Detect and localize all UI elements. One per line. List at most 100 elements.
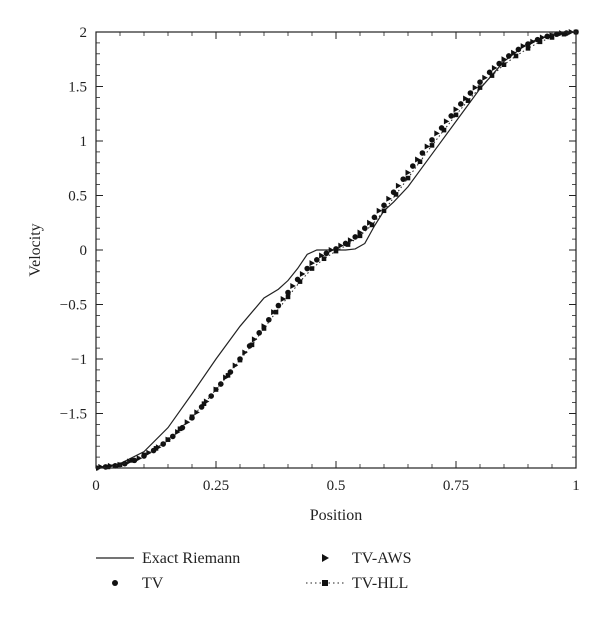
point-tv [323, 250, 330, 257]
point-tv-hll [561, 31, 567, 37]
point-tv-hll [465, 98, 471, 103]
point-tv-hll [189, 414, 195, 420]
point-tv-hll [237, 357, 243, 363]
x-tick-label: 0.25 [203, 478, 229, 494]
x-tick-label: 1 [572, 478, 580, 494]
axes: 0 0.25 0.5 0.75 1 2 1.5 1 0.5 0 −0.5 −1 −1.5 [60, 25, 580, 494]
point-tv-aws [472, 84, 479, 91]
point-tv [496, 60, 503, 67]
legend-label-exact-riemann: Exact Riemann [142, 550, 240, 567]
point-tv-hll [381, 208, 387, 214]
point-tv-aws [539, 34, 546, 41]
point-tv [266, 316, 272, 323]
point-tv-aws [347, 237, 354, 244]
point-tv-aws [338, 242, 344, 249]
point-tv-aws [175, 429, 181, 436]
x-tick-label: 0.75 [443, 478, 469, 494]
point-tv-aws [184, 419, 191, 426]
point-tv [448, 113, 455, 119]
point-tv-hll [513, 53, 519, 59]
y-tick-label: 0.5 [68, 189, 87, 205]
legend-swatch-tv-aws [322, 554, 329, 562]
point-tv-hll [357, 233, 363, 239]
point-tv [275, 302, 282, 309]
point-tv-aws [395, 182, 402, 189]
point-tv [285, 289, 291, 296]
legend-label-tv-hll: TV-HLL [352, 575, 408, 592]
point-tv [170, 433, 176, 440]
point-tv-aws [453, 106, 459, 113]
point-tv-aws [290, 282, 296, 289]
point-tv-aws [136, 455, 143, 462]
point-tv-hll [129, 458, 135, 463]
y-tick-label: 1.5 [68, 80, 87, 96]
point-tv-hll [393, 192, 399, 197]
point-tv [458, 101, 464, 107]
legend-swatch-tv [112, 580, 118, 586]
point-tv-hll [525, 46, 531, 51]
point-tv-hll [153, 446, 159, 451]
point-tv [371, 214, 378, 221]
point-tv-aws [251, 336, 258, 343]
point-tv [544, 33, 550, 40]
point-tv-hll [417, 159, 423, 165]
legend-label-tv-aws: TV-AWS [352, 550, 411, 567]
y-tick-label: 0 [80, 243, 88, 259]
point-tv [419, 150, 426, 156]
point-tv [160, 441, 166, 447]
y-tick-label: −1.5 [60, 407, 87, 423]
point-tv [314, 257, 320, 263]
point-tv [362, 225, 368, 231]
point-tv [554, 31, 560, 37]
point-tv-hll [405, 175, 411, 181]
point-tv [467, 90, 474, 96]
point-tv [112, 463, 118, 469]
y-tick-label: −1 [71, 352, 87, 368]
point-tv [515, 46, 522, 53]
point-tv [506, 53, 512, 59]
point-tv [304, 265, 311, 272]
point-tv-aws [491, 64, 498, 71]
point-tv-aws [520, 43, 527, 50]
point-tv-hll [453, 112, 459, 118]
point-tv-aws [328, 247, 335, 253]
x-tick-label: 0 [92, 478, 100, 494]
point-tv-aws [434, 130, 440, 137]
point-tv [525, 41, 531, 47]
legend: Exact Riemann TV TV-AWS TV-HLL [96, 550, 411, 592]
point-tv [410, 163, 416, 169]
point-tv-hll [177, 426, 183, 432]
point-tv-aws [405, 169, 411, 176]
point-tv-hll [501, 62, 507, 67]
point-tv-hll [201, 401, 207, 406]
point-tv-aws [242, 349, 248, 356]
point-tv [400, 176, 407, 182]
point-tv-hll [249, 342, 255, 348]
point-tv [256, 330, 263, 336]
point-tv-hll [441, 127, 447, 133]
point-tv-hll [429, 143, 435, 148]
point-tv-hll [141, 452, 147, 458]
point-tv-hll [537, 39, 543, 45]
point-tv-aws [511, 49, 517, 56]
point-tv [381, 202, 387, 209]
point-tv-hll [273, 309, 279, 315]
point-tv-hll [225, 373, 231, 378]
point-tv-aws [319, 252, 325, 259]
point-tv [429, 137, 435, 143]
legend-swatch-tv-hll [322, 580, 328, 586]
point-tv-hll [309, 266, 315, 271]
point-tv-aws [376, 207, 383, 214]
point-tv-aws [299, 270, 306, 277]
point-tv-hll [261, 326, 267, 331]
y-tick-label: −0.5 [60, 298, 87, 314]
plot-area [96, 29, 579, 471]
point-tv-aws [530, 38, 536, 45]
point-tv-hll [321, 256, 327, 262]
point-tv-aws [309, 260, 315, 267]
series-group [96, 29, 579, 471]
point-tv-aws [386, 195, 392, 202]
point-tv-aws [280, 296, 287, 303]
point-tv-hll [213, 387, 219, 392]
y-tick-label: 1 [80, 134, 88, 150]
